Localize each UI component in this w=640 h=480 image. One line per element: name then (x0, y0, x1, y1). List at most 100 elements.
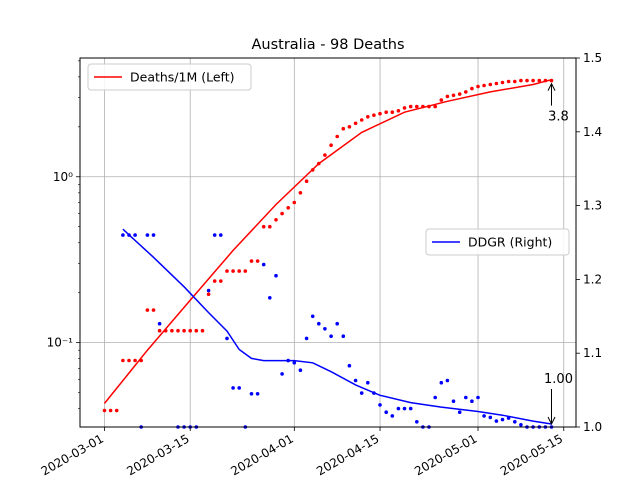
data-point (151, 308, 156, 312)
data-point (378, 403, 382, 407)
data-point (433, 395, 438, 400)
data-point (225, 269, 229, 273)
data-point (439, 98, 444, 102)
data-point (506, 416, 511, 420)
data-point (121, 358, 125, 363)
data-point (470, 399, 474, 404)
data-point (457, 410, 462, 415)
data-point (329, 143, 333, 147)
data-point (384, 410, 389, 415)
y-left-tick-label: 10⁻¹ (47, 336, 74, 350)
data-point (157, 328, 162, 333)
data-point (163, 328, 168, 333)
y-right-tick-label: 1.2 (583, 272, 602, 286)
annotation-label: 3.8 (548, 110, 569, 125)
data-point (268, 296, 272, 300)
data-point (482, 83, 486, 88)
data-point (304, 179, 309, 183)
data-point (261, 262, 266, 267)
annotation-arrowhead (547, 416, 556, 426)
data-point (151, 233, 156, 237)
data-point (219, 233, 223, 237)
data-point (439, 380, 444, 385)
axes: 2020-03-01 2020-03-15 2020-04-01 2020-04-15… (39, 51, 603, 478)
data-point (127, 358, 131, 363)
series-line (122, 228, 552, 425)
deaths-series (102, 78, 554, 413)
x-tick-label: 2020-03-15 (124, 431, 191, 478)
data-point (476, 84, 480, 89)
data-point (335, 321, 340, 326)
data-point (170, 328, 174, 333)
data-point (280, 211, 284, 216)
data-point (347, 125, 352, 129)
legend-label: Deaths/1M (Left) (130, 70, 235, 85)
data-point (108, 408, 113, 413)
data-point (280, 372, 284, 376)
data-point (384, 110, 389, 114)
data-point (482, 414, 486, 418)
data-point (421, 104, 425, 109)
data-point (219, 279, 223, 283)
data-point (255, 259, 260, 263)
data-point (353, 378, 358, 383)
data-point (476, 395, 480, 400)
data-point (531, 78, 535, 83)
data-point (274, 218, 278, 222)
data-point (102, 408, 107, 413)
data-point (402, 106, 407, 110)
data-point (366, 380, 370, 385)
ddgr-series (121, 228, 554, 429)
data-point (145, 233, 150, 237)
data-point (519, 78, 523, 83)
data-point (537, 78, 542, 83)
data-point (157, 321, 162, 326)
data-point (451, 399, 456, 404)
data-point (433, 104, 438, 109)
x-tick-label: 2020-04-15 (314, 431, 381, 478)
data-point (494, 419, 499, 423)
data-point (139, 358, 143, 363)
data-point (415, 104, 419, 109)
data-point (366, 115, 370, 119)
data-point (359, 391, 364, 395)
data-point (249, 392, 254, 396)
data-point (372, 391, 376, 395)
data-point (470, 86, 474, 91)
data-point (513, 420, 517, 424)
data-point (525, 78, 529, 83)
data-point (298, 368, 303, 373)
annotations: 3.8 1.00 (544, 82, 573, 426)
data-point (500, 80, 505, 85)
data-point (347, 363, 352, 368)
data-point (176, 328, 180, 333)
data-point (390, 110, 395, 114)
data-point (310, 168, 315, 172)
data-point (133, 358, 137, 363)
data-point (261, 224, 266, 229)
data-point (121, 233, 125, 237)
chart-title: Australia - 98 Deaths (251, 37, 404, 53)
data-point (231, 269, 235, 273)
data-point (304, 336, 309, 341)
x-tick-label: 2020-05-01 (412, 431, 479, 478)
legend-box (425, 228, 570, 256)
data-point (127, 233, 131, 237)
data-point (464, 90, 468, 94)
data-point (188, 328, 192, 333)
annotation-arrowhead (547, 82, 556, 91)
data-point (488, 415, 493, 420)
data-point (513, 79, 517, 84)
data-point (231, 386, 235, 390)
x-tick-label: 2020-05-15 (498, 431, 565, 478)
data-point (506, 79, 511, 84)
data-point (402, 406, 407, 411)
series-line (103, 78, 552, 404)
data-point (341, 126, 346, 131)
data-point (317, 321, 321, 326)
data-point (145, 308, 150, 312)
y-right-tick-label: 1.1 (583, 346, 602, 360)
data-point (323, 153, 327, 157)
annotation-label: 1.00 (544, 372, 573, 387)
data-point (298, 191, 303, 195)
